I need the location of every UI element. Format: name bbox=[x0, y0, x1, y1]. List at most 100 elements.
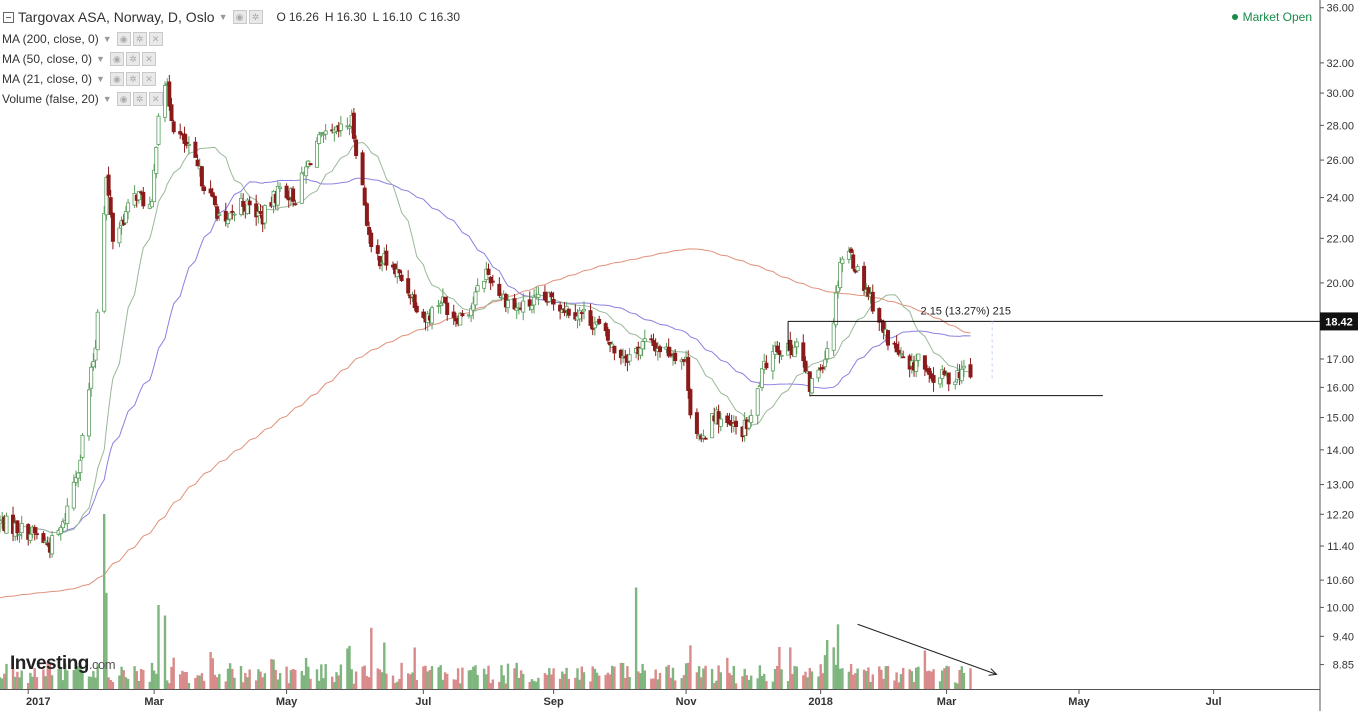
y-tick-label: 36.00 bbox=[1326, 3, 1354, 15]
volume-bar bbox=[513, 668, 516, 689]
volume-bar bbox=[741, 676, 744, 689]
volume-bar bbox=[532, 680, 536, 689]
candle-body bbox=[942, 370, 947, 376]
volume-bar bbox=[103, 514, 106, 689]
gear-icon[interactable]: ✲ bbox=[132, 32, 147, 46]
candle-body bbox=[451, 311, 456, 318]
chevron-down-icon[interactable]: ▼ bbox=[102, 34, 112, 44]
chevron-down-icon[interactable]: ▼ bbox=[102, 94, 112, 104]
candle-body bbox=[397, 269, 402, 274]
gear-icon[interactable]: ✲ bbox=[132, 92, 147, 106]
symbol-title[interactable]: Targovax ASA, Norway, D, Oslo bbox=[18, 9, 215, 25]
indicator-row[interactable]: MA (21, close, 0) ▼ ◉ ✲ ✕ bbox=[0, 70, 158, 88]
volume-bar bbox=[969, 668, 972, 689]
volume-bar bbox=[322, 678, 325, 689]
eye-icon[interactable]: ◉ bbox=[116, 32, 131, 46]
volume-bar bbox=[350, 669, 353, 689]
chevron-down-icon[interactable]: ▼ bbox=[96, 54, 105, 64]
volume-bar bbox=[72, 670, 75, 689]
close-icon[interactable]: ✕ bbox=[141, 72, 156, 86]
volume-bar bbox=[42, 669, 45, 689]
volume-bar bbox=[485, 674, 488, 689]
status-dot-icon bbox=[1231, 14, 1238, 20]
close-icon[interactable]: ✕ bbox=[141, 52, 156, 66]
indicator-label[interactable]: Volume (false, 20) bbox=[2, 92, 99, 106]
volume-bar bbox=[895, 672, 898, 689]
x-tick-label: 2018 bbox=[808, 696, 832, 708]
volume-bar bbox=[710, 668, 714, 689]
candle-body bbox=[26, 524, 31, 540]
gear-icon[interactable]: ✲ bbox=[248, 10, 263, 24]
candle-body bbox=[862, 265, 867, 291]
candle-body bbox=[412, 294, 417, 309]
candle-body bbox=[399, 274, 404, 282]
volume-bar bbox=[626, 666, 629, 689]
volume-bar bbox=[589, 681, 592, 689]
volume-bar bbox=[747, 679, 751, 689]
candle-body bbox=[605, 329, 610, 341]
candle-body bbox=[894, 343, 899, 353]
indicator-label[interactable]: MA (200, close, 0) bbox=[2, 32, 99, 46]
candle-body bbox=[469, 308, 474, 317]
candle-body bbox=[445, 302, 450, 316]
close-icon[interactable]: ✕ bbox=[148, 32, 163, 46]
eye-icon[interactable]: ◉ bbox=[116, 92, 131, 106]
candle-body bbox=[184, 141, 189, 146]
volume-bar bbox=[689, 645, 692, 690]
candle-body bbox=[17, 534, 22, 537]
volume-bar bbox=[209, 652, 212, 689]
chevron-down-icon[interactable]: ▼ bbox=[96, 74, 105, 84]
candle-body bbox=[293, 203, 298, 206]
chevron-down-icon[interactable]: ▼ bbox=[218, 12, 228, 22]
volume-bar bbox=[932, 669, 935, 689]
volume-bar bbox=[695, 672, 699, 689]
gear-icon[interactable]: ✲ bbox=[125, 52, 140, 66]
volume-bar bbox=[474, 665, 477, 689]
candle-body bbox=[653, 342, 658, 352]
close-icon[interactable]: ✕ bbox=[148, 92, 163, 106]
gear-icon[interactable]: ✲ bbox=[125, 72, 140, 86]
candle-body bbox=[28, 533, 33, 541]
volume-bar bbox=[730, 675, 733, 689]
indicator-label[interactable]: MA (21, close, 0) bbox=[2, 72, 93, 86]
volume-bar bbox=[941, 670, 944, 689]
volume-bar bbox=[428, 670, 432, 689]
candle-body bbox=[558, 304, 563, 312]
indicator-row[interactable]: MA (200, close, 0) ▼ ◉ ✲ ✕ bbox=[0, 30, 165, 48]
collapse-icon[interactable] bbox=[3, 11, 14, 23]
volume-bar bbox=[278, 673, 282, 689]
volume-bar bbox=[591, 666, 594, 689]
indicator-row[interactable]: MA (50, close, 0) ▼ ◉ ✲ ✕ bbox=[0, 50, 158, 68]
volume-bar bbox=[172, 657, 175, 689]
volume-bar bbox=[107, 677, 110, 689]
candle-body bbox=[532, 296, 537, 306]
eye-icon[interactable]: ◉ bbox=[232, 10, 247, 24]
volume-bar bbox=[398, 678, 401, 689]
volume-bar bbox=[3, 673, 6, 689]
volume-bar bbox=[309, 678, 312, 689]
candle-body bbox=[202, 186, 207, 191]
indicator-row[interactable]: Volume (false, 20) ▼ ◉ ✲ ✕ bbox=[0, 90, 165, 108]
volume-bar bbox=[947, 666, 950, 689]
candle-body bbox=[870, 291, 875, 312]
candle-body bbox=[549, 292, 554, 298]
volume-bar bbox=[639, 673, 642, 689]
volume-bar bbox=[215, 677, 219, 689]
candle-body bbox=[104, 177, 109, 216]
volume-bar bbox=[346, 648, 349, 689]
indicator-label[interactable]: MA (50, close, 0) bbox=[2, 52, 93, 66]
volume-bar bbox=[183, 672, 186, 689]
volume-bar bbox=[912, 681, 916, 689]
volume-bar bbox=[44, 676, 47, 689]
volume-bar bbox=[411, 672, 414, 689]
y-tick-label: 15.00 bbox=[1326, 413, 1354, 425]
volume-bar bbox=[884, 666, 887, 689]
eye-icon[interactable]: ◉ bbox=[109, 72, 124, 86]
candle-body bbox=[642, 338, 647, 342]
volume-bar bbox=[11, 668, 15, 689]
volume-bar bbox=[202, 680, 206, 689]
eye-icon[interactable]: ◉ bbox=[109, 52, 124, 66]
candle-body bbox=[421, 311, 426, 318]
